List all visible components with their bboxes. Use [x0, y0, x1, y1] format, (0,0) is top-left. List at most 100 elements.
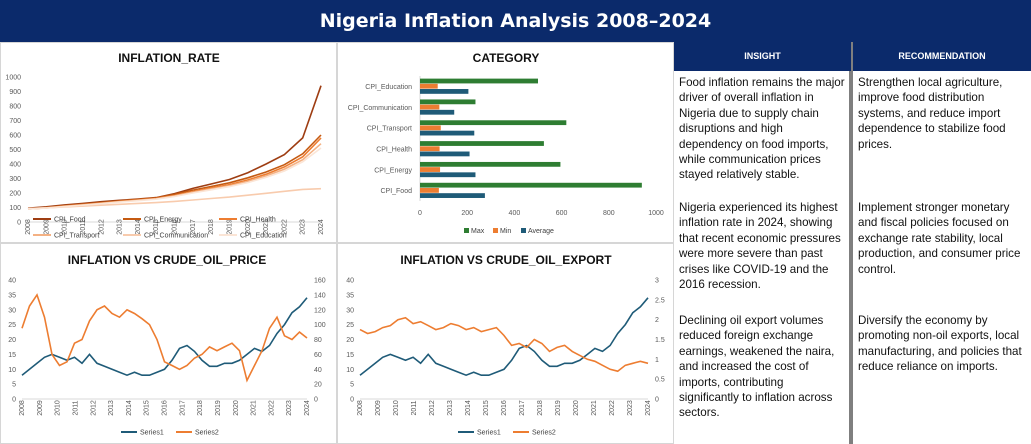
x-tick-label: 2008	[19, 400, 26, 416]
y2-tick-label: 60	[314, 352, 322, 359]
legend-label: CPI_Communication	[144, 233, 208, 240]
series-line-series1	[359, 297, 649, 377]
y-tick-label: 900	[9, 89, 21, 96]
y-tick-label: 35	[346, 292, 354, 299]
y2-tick-label: 80	[314, 337, 322, 344]
legend-item: CPI_Energy	[123, 217, 182, 224]
y-tick-label: 40	[8, 278, 16, 285]
inflation-rate-panel: INFLATION_RATE 0 100 200 300 400 500 600 700 800…	[0, 42, 337, 243]
x-tick-label: 2010	[62, 219, 69, 235]
x-tick-label: 200	[461, 210, 473, 217]
x-tick-label: 2011	[72, 400, 79, 415]
series-line-series1	[21, 297, 308, 377]
x-tick-label: 2024	[645, 400, 652, 416]
bar-average	[420, 130, 475, 136]
legend-item: Series2	[513, 430, 556, 437]
page-title: Nigeria Inflation Analysis 2008–2024	[0, 0, 1031, 42]
inflation-rate-title: INFLATION_RATE	[118, 51, 220, 65]
series-line-cpi_food	[27, 85, 322, 209]
y-tick-label: 5	[12, 382, 16, 389]
x-tick-label: 2018	[208, 219, 215, 235]
y2-tick-label: 0.5	[655, 377, 665, 384]
y-tick-label: 15	[8, 352, 16, 359]
x-tick-label: 2022	[281, 219, 288, 235]
bar-min	[420, 187, 439, 193]
x-tick-label: 2021	[591, 400, 598, 416]
x-tick-label: 2013	[447, 400, 454, 416]
category-label: CPI_Education	[365, 84, 412, 91]
oil-price-panel: INFLATION VS CRUDE_OIL_PRICE 0 5 10 15 20 25 3…	[0, 243, 337, 444]
legend-item: CPI_Transport	[33, 233, 99, 240]
legend-label: Series2	[532, 430, 556, 437]
oil-export-chart: INFLATION VS CRUDE_OIL_EXPORT 0510152025…	[346, 253, 665, 437]
x-tick-label: 2020	[233, 400, 240, 416]
y-tick-label: 10	[8, 367, 16, 374]
category-label: CPI_Food	[380, 188, 412, 195]
legend-item: CPI_Education	[219, 233, 287, 240]
y-tick-label: 10	[346, 367, 354, 374]
y2-tick-label: 1	[655, 357, 659, 364]
x-tick-label: 2022	[609, 400, 616, 416]
series-line-series2	[359, 316, 649, 373]
insight-oil-export: Declining oil export volumes reduced for…	[679, 314, 835, 420]
recommendation-food: Strengthen local agriculture, improve fo…	[858, 76, 1006, 151]
x-tick-label: 2021	[263, 219, 270, 235]
category-label: CPI_Energy	[374, 167, 412, 174]
x-tick-label: 2017	[179, 400, 186, 416]
y-tick-label: 20	[346, 337, 354, 344]
category-label: CPI_Health	[376, 146, 412, 153]
recommendation-diversify: Diversify the economy by promoting non-o…	[858, 314, 1022, 374]
x-tick-label: 2014	[465, 400, 472, 416]
y-tick-label: 600	[9, 133, 21, 140]
legend-label: CPI_Health	[240, 217, 276, 224]
y2-tick-label: 100	[314, 322, 326, 329]
legend-item: Min	[493, 228, 511, 235]
y-tick-label: 25	[8, 322, 16, 329]
legend-swatch	[493, 228, 498, 233]
x-tick-label: 2018	[197, 400, 204, 416]
y-tick-label: 100	[9, 205, 21, 212]
bar-max	[420, 99, 476, 105]
x-tick-label: 2015	[153, 219, 160, 235]
series-line-series2	[21, 293, 308, 383]
insight-header: INSIGHT	[674, 42, 851, 71]
legend-item: CPI_Communication	[123, 233, 208, 240]
y-tick-label: 500	[9, 147, 21, 154]
x-tick-label: 2014	[126, 400, 133, 416]
x-tick-label: 2013	[108, 400, 115, 416]
insight-column: Food inflation remains the major driver …	[674, 71, 851, 444]
category-panel: CATEGORY 0 200 400 600 800 1000 CPI_Education C…	[337, 42, 674, 243]
x-tick-label: 2020	[573, 400, 580, 416]
x-tick-label: 2010	[393, 400, 400, 416]
y2-tick-label: 3	[655, 278, 659, 285]
y2-tick-label: 120	[314, 307, 326, 314]
x-tick-label: 2018	[537, 400, 544, 416]
legend-label: CPI_Education	[240, 233, 287, 240]
legend-item: Max	[464, 228, 485, 235]
bar-average	[420, 89, 469, 94]
legend-label: Series1	[477, 430, 501, 437]
y2-tick-label: 0	[314, 397, 318, 404]
inflation-rate-chart: INFLATION_RATE 0 100 200 300 400 500 600 700 800…	[5, 51, 325, 240]
x-tick-label: 2023	[286, 400, 293, 416]
y-tick-label: 400	[9, 162, 21, 169]
legend-item: Average	[521, 228, 554, 235]
y-tick-label: 30	[8, 307, 16, 314]
x-tick-label: 2009	[43, 219, 50, 235]
bar-max	[420, 78, 538, 84]
y2-tick-label: 20	[314, 382, 322, 389]
x-tick-label: 2023	[300, 219, 307, 235]
y-tick-label: 40	[346, 278, 354, 285]
y-tick-label: 15	[346, 352, 354, 359]
legend-label: Average	[528, 228, 554, 235]
x-tick-label: 2023	[627, 400, 634, 416]
y2-tick-label: 2.5	[655, 297, 665, 304]
legend-item: Series1	[121, 430, 164, 437]
x-tick-label: 600	[556, 210, 568, 217]
x-tick-label: 2015	[144, 400, 151, 416]
y-tick-label: 800	[9, 104, 21, 111]
x-tick-label: 2019	[555, 400, 562, 416]
y2-tick-label: 1.5	[655, 337, 665, 344]
y2-tick-label: 2	[655, 317, 659, 324]
y2-tick-label: 40	[314, 367, 322, 374]
